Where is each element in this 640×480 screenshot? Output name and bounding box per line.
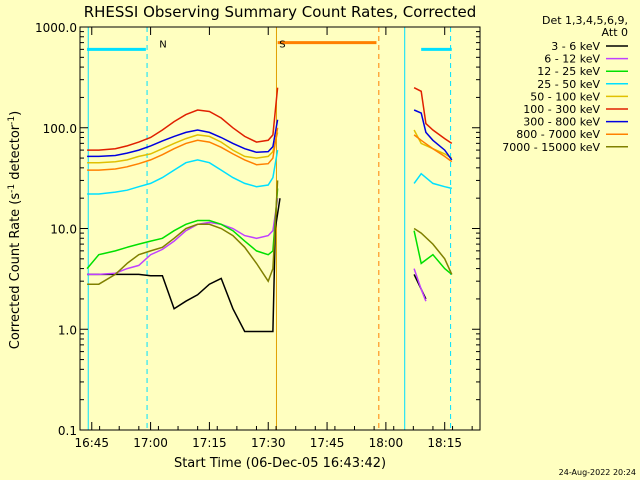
x-tick-label-6: 18:15 — [427, 436, 462, 450]
legend-label-3: 25 - 50 keV — [537, 78, 600, 91]
legend-label-6: 300 - 800 keV — [523, 116, 600, 129]
annotation-n: N — [159, 39, 166, 50]
y-axis-label: Corrected Count Rate (s-1 detector-1) — [7, 111, 23, 349]
x-tick-label-0: 16:45 — [74, 436, 109, 450]
x-tick-label-4: 17:45 — [310, 436, 345, 450]
series-line-0-0 — [87, 198, 281, 333]
legend-label-5: 100 - 300 keV — [523, 103, 600, 116]
y-tick-label-4: 1000.0 — [35, 21, 77, 35]
series-line-3-1 — [413, 172, 452, 190]
x-axis-label: Start Time (06-Dec-05 16:43:42) — [174, 456, 386, 471]
legend-label-2: 12 - 25 keV — [537, 65, 600, 78]
annotation-s: S — [279, 39, 285, 50]
axes: 16:45 17:00 17:15 17:30 17:45 18:00 18:15 0.1 1.… — [35, 21, 481, 450]
series-line-8-1 — [413, 227, 453, 275]
legend-header-1: Att 0 — [602, 26, 628, 39]
x-tick-label-1: 17:00 — [133, 436, 168, 450]
x-tick-label-2: 17:15 — [192, 436, 227, 450]
legend-label-0: 3 - 6 keV — [551, 40, 600, 53]
series-line-2-0 — [86, 188, 279, 270]
legend-label-8: 7000 - 15000 keV — [502, 141, 600, 154]
y-tick-label-3: 100.0 — [43, 122, 77, 136]
series-line-4-0 — [87, 132, 279, 164]
series-line-6-1 — [413, 109, 453, 161]
y-tick-label-2: 10.0 — [50, 223, 77, 237]
series-line-5-0 — [87, 87, 279, 151]
footer-date: 24-Aug-2022 20:24 — [559, 468, 636, 477]
series-line-1-0 — [87, 198, 279, 276]
series-line-3-0 — [87, 149, 279, 195]
series-line-6-0 — [87, 119, 279, 158]
y-tick-label-1: 1.0 — [58, 323, 77, 337]
series-line-7-1 — [413, 134, 453, 163]
x-tick-label-5: 18:00 — [369, 436, 404, 450]
x-tick-label-3: 17:30 — [251, 436, 286, 450]
y-tick-label-0: 0.1 — [58, 424, 77, 438]
chart-title: RHESSI Observing Summary Count Rates, Co… — [84, 3, 477, 21]
series-line-2-1 — [413, 230, 453, 275]
legend-label-1: 6 - 12 keV — [544, 53, 600, 66]
legend-label-7: 800 - 7000 keV — [516, 128, 600, 141]
series-line-5-1 — [413, 87, 453, 145]
legend-header-0: Det 1,3,4,5,6,9, — [542, 14, 628, 27]
series-line-1-1 — [413, 268, 427, 302]
series-line-8-0 — [87, 180, 279, 285]
legend-label-4: 50 - 100 keV — [530, 90, 600, 103]
series-line-7-0 — [87, 127, 279, 171]
